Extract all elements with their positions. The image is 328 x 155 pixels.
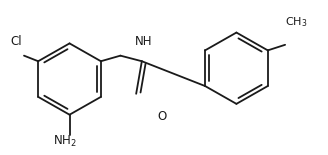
- Text: Cl: Cl: [10, 35, 22, 48]
- Text: NH$_2$: NH$_2$: [53, 133, 77, 149]
- Text: NH: NH: [135, 35, 152, 48]
- Text: CH$_3$: CH$_3$: [285, 15, 308, 29]
- Text: O: O: [158, 110, 167, 123]
